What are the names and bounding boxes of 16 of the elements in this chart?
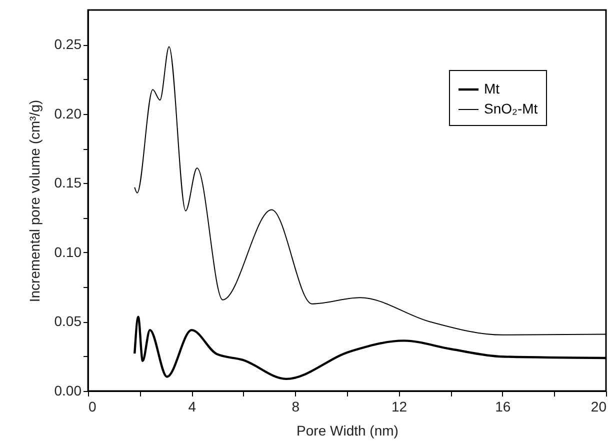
x-axis-title: Pore Width (nm) xyxy=(296,422,398,438)
y-tick-label: 0.05 xyxy=(54,313,82,330)
x-tick-label: 0 xyxy=(88,398,96,414)
x-tick-label: 4 xyxy=(188,398,196,414)
y-tick-label: 0.00 xyxy=(54,382,82,398)
legend-label: SnO₂-Mt xyxy=(484,100,538,116)
y-tick-label: 0.25 xyxy=(54,36,82,52)
x-tick-label: 16 xyxy=(495,398,511,414)
y-tick-label: 0.10 xyxy=(54,244,82,260)
x-tick-label: 20 xyxy=(590,398,607,414)
y-axis-title: Incremental pore volume (cm³/g) xyxy=(26,100,42,302)
x-tick-label: 8 xyxy=(292,398,300,414)
legend-label: Mt xyxy=(484,80,500,96)
x-tick-label: 12 xyxy=(392,398,408,414)
y-tick-label: 0.15 xyxy=(54,174,82,191)
y-tick-label: 0.20 xyxy=(54,105,82,122)
